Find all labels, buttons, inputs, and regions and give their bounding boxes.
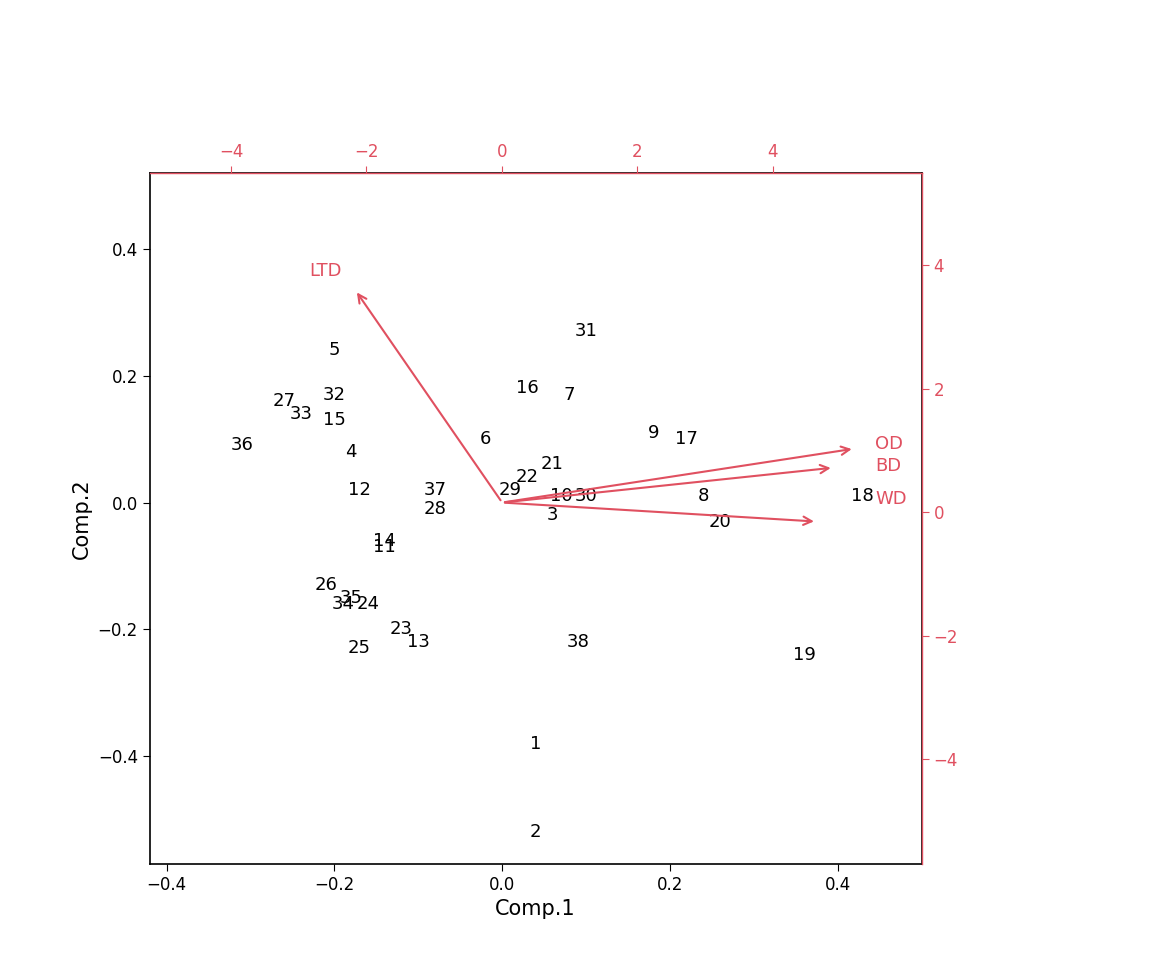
Text: 15: 15 [323, 411, 346, 429]
Text: 8: 8 [698, 488, 710, 505]
Text: WD: WD [876, 491, 907, 509]
Text: 30: 30 [575, 488, 598, 505]
Text: 25: 25 [348, 639, 371, 658]
Text: 4: 4 [346, 443, 357, 461]
Text: 6: 6 [479, 430, 491, 448]
Text: 21: 21 [541, 455, 563, 473]
Text: 36: 36 [230, 437, 253, 454]
Text: 27: 27 [273, 392, 296, 410]
Text: 32: 32 [323, 386, 346, 404]
Text: 29: 29 [499, 481, 522, 499]
Text: 22: 22 [516, 468, 539, 486]
Text: 20: 20 [708, 513, 732, 531]
Text: 18: 18 [851, 488, 874, 505]
Text: BD: BD [876, 457, 902, 475]
Text: 2: 2 [530, 824, 541, 841]
X-axis label: Comp.1: Comp.1 [495, 900, 576, 920]
Text: 17: 17 [675, 430, 698, 448]
Text: 19: 19 [793, 646, 816, 663]
Text: 33: 33 [289, 405, 312, 422]
Text: 34: 34 [332, 595, 354, 613]
Text: 37: 37 [424, 481, 447, 499]
Text: 16: 16 [516, 379, 539, 397]
Text: 10: 10 [550, 488, 573, 505]
Text: LTD: LTD [310, 262, 342, 280]
Text: OD: OD [876, 435, 903, 453]
Text: 26: 26 [314, 576, 338, 594]
Text: 23: 23 [389, 620, 412, 638]
Text: 13: 13 [407, 633, 430, 651]
Text: 24: 24 [356, 595, 379, 613]
Text: 5: 5 [328, 342, 340, 359]
Text: 28: 28 [424, 500, 447, 517]
Text: 3: 3 [547, 506, 559, 524]
Text: 31: 31 [575, 323, 598, 341]
Text: 9: 9 [647, 423, 659, 442]
Y-axis label: Comp.2: Comp.2 [73, 478, 92, 559]
Text: 14: 14 [373, 532, 396, 549]
Text: 38: 38 [566, 633, 589, 651]
Text: 11: 11 [373, 538, 396, 556]
Text: 35: 35 [340, 588, 363, 607]
Text: 7: 7 [563, 386, 575, 404]
Text: 12: 12 [348, 481, 371, 499]
Text: 1: 1 [530, 734, 541, 753]
